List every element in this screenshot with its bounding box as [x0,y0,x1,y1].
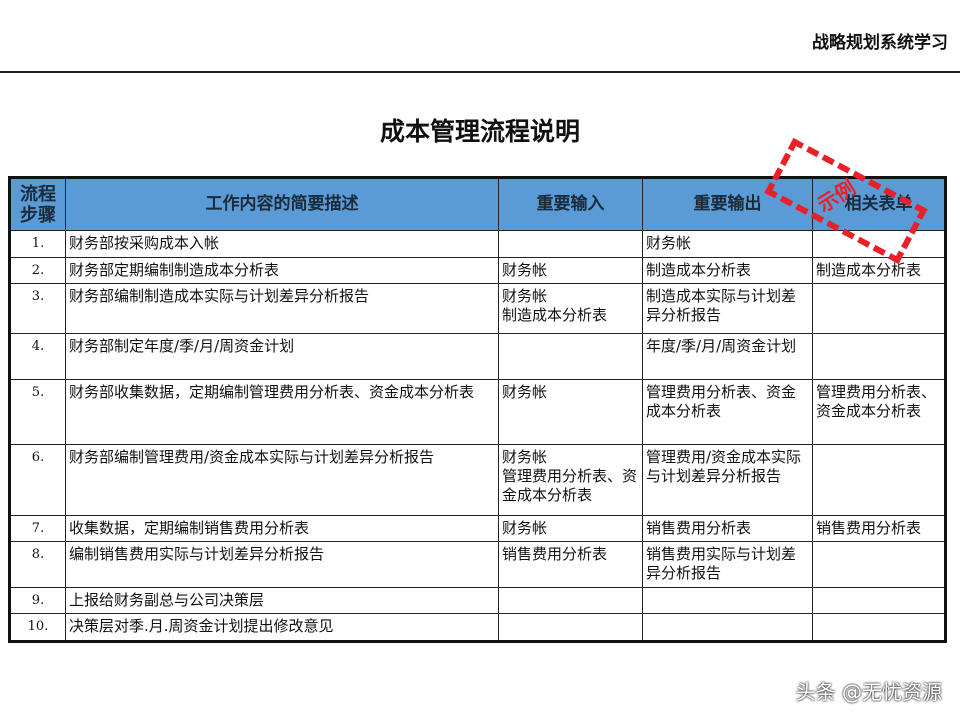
stamp-text: 示例 [813,175,860,217]
input-cell-line: 制造成本分析表 [502,306,608,324]
input-cell-line: 财务帐 [502,519,548,537]
output-cell: 年度/季/月/周资金计划 [642,333,813,380]
brand-title: 战略规划系统学习 [812,33,948,53]
desc-cell: 财务部定期编制制造成本分析表 [65,257,499,284]
table-row: 10. 决策层对季.月.周资金计划提出修改意见 [9,613,946,642]
input-cell: 财务帐 管理费用分析表、资金成本分析表 [498,444,643,516]
header-output: 重要输出 [642,177,813,231]
desc-cell: 编制销售费用实际与计划差异分析报告 [65,541,499,588]
step-cell: 4. [9,333,66,380]
output-cell: 管理费用分析表、资金成本分析表 [642,379,813,445]
output-cell [642,587,813,614]
step-cell: 7. [9,515,66,542]
table-row: 8. 编制销售费用实际与计划差异分析报告 销售费用分析表 销售费用实际与计划差异分析报… [9,541,946,588]
header-desc: 工作内容的简要描述 [65,177,499,231]
input-cell: 财务帐 制造成本分析表 [498,283,643,334]
output-cell-line: 制造成本分析表 [646,261,752,279]
input-cell: 财务帐 [498,515,643,542]
desc-cell: 财务部编制制造成本实际与计划差异分析报告 [65,283,499,334]
watermark: 头条 @无忧资源 [795,680,942,704]
table-row: 5. 财务部收集数据，定期编制管理费用分析表、资金成本分析表 财务帐 管理费用分析表、… [9,379,946,445]
table-row: 4. 财务部制定年度/季/月/周资金计划 年度/季/月/周资金计划 [9,333,946,380]
table-row: 2. 财务部定期编制制造成本分析表 财务帐 制造成本分析表 制造成本分析表 [9,257,946,284]
header-input: 重要输入 [498,177,643,231]
step-cell: 1. [9,230,66,258]
desc-cell: 决策层对季.月.周资金计划提出修改意见 [65,613,499,642]
desc-cell: 收集数据，定期编制销售费用分析表 [65,515,499,542]
header-forms: 相关表单 [812,177,946,231]
table-row: 6. 财务部编制管理费用/资金成本实际与计划差异分析报告 财务帐 管理费用分析表、资金… [9,444,946,516]
forms-cell-line: 销售费用分析表 [816,519,922,537]
step-cell: 2. [9,257,66,284]
cost-process-table: 流程步骤 工作内容的简要描述 重要输入 重要输出 相关表单 1. 财务部按采购成本… [8,176,947,643]
forms-cell [812,283,946,334]
step-cell: 8. [9,541,66,588]
output-cell-line: 年度/季/月/周资金计划 [646,337,797,355]
table-row: 9. 上报给财务副总与公司决策层 [9,587,946,614]
output-cell-line: 制造成本实际与计划差异分析报告 [646,287,797,324]
step-cell: 10. [9,613,66,642]
input-cell: 财务帐 [498,257,643,284]
input-cell: 销售费用分析表 [498,541,643,588]
forms-cell [812,541,946,588]
desc-cell: 财务部编制管理费用/资金成本实际与计划差异分析报告 [65,444,499,516]
output-cell: 制造成本实际与计划差异分析报告 [642,283,813,334]
input-cell-line: 管理费用分析表、资金成本分析表 [502,467,638,504]
output-cell: 销售费用实际与计划差异分析报告 [642,541,813,588]
step-cell: 6. [9,444,66,516]
input-cell-line: 销售费用分析表 [502,545,608,563]
desc-cell: 上报给财务副总与公司决策层 [65,587,499,614]
table-row: 1. 财务部按采购成本入帐 财务帐 [9,230,946,258]
header-step-label: 流程步骤 [20,183,56,226]
desc-cell: 财务部制定年度/季/月/周资金计划 [65,333,499,380]
input-cell-line: 财务帐 [502,448,548,466]
forms-cell-line: 制造成本分析表 [816,261,922,279]
table-row: 7. 收集数据，定期编制销售费用分析表 财务帐 销售费用分析表 销售费用分析表 [9,515,946,542]
desc-cell: 财务部收集数据，定期编制管理费用分析表、资金成本分析表 [65,379,499,445]
step-cell: 3. [9,283,66,334]
input-cell [498,587,643,614]
step-cell: 9. [9,587,66,614]
header-step: 流程步骤 [9,177,66,231]
input-cell: 财务帐 [498,379,643,445]
forms-cell [812,333,946,380]
forms-cell: 销售费用分析表 [812,515,946,542]
forms-cell: 制造成本分析表 [812,257,946,284]
forms-cell [812,587,946,614]
input-cell [498,613,643,642]
output-cell-line: 销售费用实际与计划差异分析报告 [646,545,797,582]
input-cell-line: 财务帐 [502,287,548,305]
forms-cell-line: 管理费用分析表、资金成本分析表 [816,383,937,420]
output-cell: 管理费用/资金成本实际与计划差异分析报告 [642,444,813,516]
input-cell [498,230,643,258]
desc-cell: 财务部按采购成本入帐 [65,230,499,258]
output-cell-line: 管理费用/资金成本实际与计划差异分析报告 [646,448,802,485]
input-cell [498,333,643,380]
output-cell-line: 销售费用分析表 [646,519,752,537]
forms-cell [812,613,946,642]
output-cell: 财务帐 [642,230,813,258]
output-cell: 制造成本分析表 [642,257,813,284]
output-cell [642,613,813,642]
output-cell: 销售费用分析表 [642,515,813,542]
input-cell-line: 财务帐 [502,383,548,401]
input-cell-line: 财务帐 [502,261,548,279]
forms-cell [812,444,946,516]
header-divider [0,71,960,73]
table-row: 3. 财务部编制制造成本实际与计划差异分析报告 财务帐 制造成本分析表 制造成本实际与计… [9,283,946,334]
forms-cell: 管理费用分析表、资金成本分析表 [812,379,946,445]
page-title: 成本管理流程说明 [379,117,580,146]
output-cell-line: 管理费用分析表、资金成本分析表 [646,383,797,420]
table-header-row: 流程步骤 工作内容的简要描述 重要输入 重要输出 相关表单 [9,177,946,231]
output-cell-line: 财务帐 [646,234,692,252]
step-cell: 5. [9,379,66,445]
